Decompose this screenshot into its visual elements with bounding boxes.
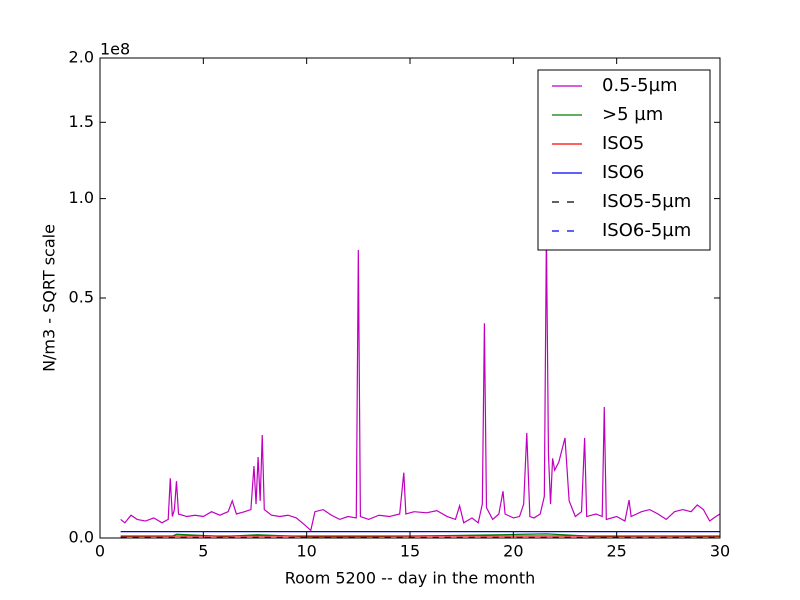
x-tick-label: 30 xyxy=(710,542,730,561)
y-axis-label: N/m3 - SQRT scale xyxy=(40,224,59,372)
x-tick-label: 25 xyxy=(606,542,626,561)
y-tick-label: 1.5 xyxy=(69,112,94,131)
series-line xyxy=(120,234,721,532)
legend-label: ISO6-5µm xyxy=(602,220,691,241)
x-tick-label: 10 xyxy=(296,542,316,561)
y-tick-label: 0.0 xyxy=(69,528,94,547)
x-tick-label: 20 xyxy=(503,542,523,561)
y-tick-label: 2.0 xyxy=(69,48,94,67)
x-axis-label: Room 5200 -- day in the month xyxy=(285,569,536,588)
x-tick-label: 0 xyxy=(95,542,105,561)
legend-box xyxy=(537,69,711,251)
y-tick-label: 1.0 xyxy=(69,188,94,207)
legend-label: ISO6 xyxy=(602,162,644,183)
legend-label: ISO5-5µm xyxy=(602,191,691,212)
x-tick-label: 15 xyxy=(400,542,420,561)
x-tick-label: 5 xyxy=(198,542,208,561)
legend-label: >5 µm xyxy=(602,104,663,125)
legend-label: 0.5-5µm xyxy=(602,75,678,96)
y-offset-label: 1e8 xyxy=(100,40,130,59)
legend-label: ISO5 xyxy=(602,133,644,154)
y-tick-label: 0.5 xyxy=(69,288,94,307)
